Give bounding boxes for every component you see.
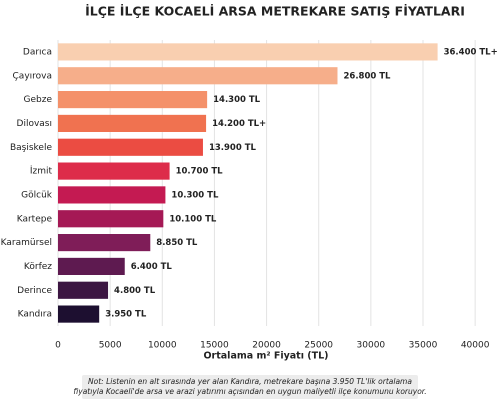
- note: Not: Listenin en alt sırasında yer alan …: [88, 377, 412, 386]
- note: fiyatıyla Kocaeli'de arsa ve arazi yatır…: [73, 387, 426, 396]
- y-tick-label: Gebze: [24, 95, 53, 105]
- bar: [58, 138, 203, 156]
- value-label: 6.400 TL: [131, 262, 173, 272]
- chart-title: İLÇE İLÇE KOCAELİ ARSA METREKARE SATIŞ F…: [85, 4, 465, 19]
- value-label: 14.200 TL+: [212, 119, 266, 129]
- bar: [58, 114, 207, 132]
- x-tick-label: 20000: [252, 341, 281, 351]
- bar: [58, 281, 109, 299]
- y-tick-label: Çayırova: [13, 71, 52, 81]
- bar: [58, 305, 100, 323]
- value-label: 8.850 TL: [156, 238, 198, 248]
- value-label: 10.700 TL: [176, 167, 224, 177]
- y-tick-label: Dilovası: [17, 119, 52, 129]
- bar: [58, 186, 166, 204]
- bar: [58, 210, 164, 228]
- bar: [58, 91, 208, 109]
- y-tick-label: Körfez: [24, 262, 52, 272]
- value-label: 14.300 TL: [213, 95, 261, 105]
- y-tick-label: Kartepe: [17, 214, 53, 224]
- y-tick-label: Gölcük: [21, 190, 53, 200]
- x-tick-label: 10000: [148, 341, 177, 351]
- x-tick-label: 25000: [304, 341, 333, 351]
- value-label: 10.100 TL: [169, 214, 217, 224]
- value-label: 4.800 TL: [114, 286, 156, 296]
- x-tick-label: 5000: [99, 341, 122, 351]
- y-tick-label: İzmit: [30, 166, 53, 177]
- x-tick-label: 15000: [200, 341, 229, 351]
- value-label: 36.400 TL+: [444, 47, 498, 57]
- y-tick-label: Karamürsel: [1, 238, 52, 248]
- bar: [58, 162, 170, 180]
- bar: [58, 43, 438, 61]
- y-tick-label: Kandıra: [18, 310, 52, 320]
- value-label: 10.300 TL: [171, 190, 219, 200]
- note-box: [82, 375, 418, 399]
- x-tick-label: 35000: [409, 341, 438, 351]
- value-label: 3.950 TL: [105, 310, 147, 320]
- x-axis-label: Ortalama m² Fiyatı (TL): [203, 351, 328, 362]
- x-tick-label: 40000: [461, 341, 490, 351]
- x-tick-label: 0: [55, 341, 61, 351]
- bar: [58, 67, 338, 85]
- value-label: 13.900 TL: [209, 143, 257, 153]
- value-label: 26.800 TL: [343, 71, 391, 81]
- y-tick-label: Başiskele: [10, 143, 52, 153]
- y-tick-label: Darıca: [23, 47, 52, 57]
- y-tick-label: Derince: [17, 286, 52, 296]
- bar: [58, 234, 151, 252]
- bar: [58, 257, 125, 275]
- x-tick-label: 30000: [357, 341, 386, 351]
